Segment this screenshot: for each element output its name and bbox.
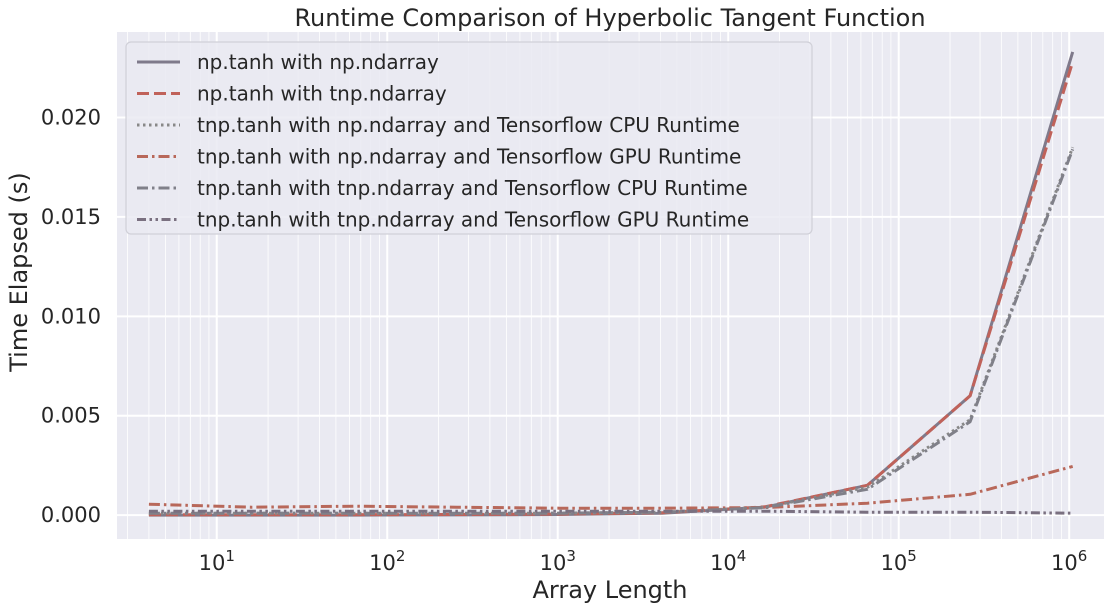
x-axis-ticks: 101 102 103 104 105 106 (199, 547, 1088, 575)
legend-label: tnp.tanh with tnp.ndarray and Tensorflow… (197, 208, 749, 232)
x-tick-base: 10 (881, 551, 908, 575)
series-lines (148, 51, 1075, 517)
y-tick-label: 0.000 (41, 503, 101, 527)
x-tick-base: 10 (710, 551, 737, 575)
x-tick-label: 105 (881, 547, 917, 575)
series-line-6 (148, 509, 1073, 515)
x-tick-label: 104 (710, 547, 746, 575)
y-tick-label: 0.020 (41, 105, 101, 129)
legend-label: np.tanh with np.ndarray (197, 50, 439, 74)
y-tick-label: 0.005 (41, 404, 101, 428)
y-axis-ticks: 0.000 0.005 0.010 0.015 0.020 (41, 105, 101, 527)
x-tick-label: 101 (199, 547, 235, 575)
legend-label: tnp.tanh with tnp.ndarray and Tensorflow… (197, 176, 748, 200)
legend-label: np.tanh with tnp.ndarray (197, 82, 447, 106)
x-tick-base: 10 (199, 551, 226, 575)
x-axis-label: Array Length (532, 576, 687, 604)
y-axis-label: Time Elapsed (s) (5, 172, 33, 373)
chart-title: Runtime Comparison of Hyperbolic Tangent… (294, 4, 925, 32)
y-tick-label: 0.010 (41, 304, 101, 328)
x-tick-exponent: 3 (566, 547, 576, 565)
x-tick-label: 106 (1051, 547, 1087, 575)
x-tick-exponent: 6 (1078, 547, 1088, 565)
x-tick-base: 10 (540, 551, 567, 575)
legend-label: tnp.tanh with np.ndarray and Tensorflow … (197, 113, 740, 137)
legend-label: tnp.tanh with np.ndarray and Tensorflow … (197, 145, 741, 169)
x-tick-exponent: 5 (907, 547, 917, 565)
x-tick-exponent: 4 (737, 547, 747, 565)
x-tick-label: 102 (369, 547, 405, 575)
x-tick-label: 103 (540, 547, 576, 575)
x-tick-base: 10 (369, 551, 396, 575)
y-tick-label: 0.015 (41, 205, 101, 229)
legend-box (125, 41, 813, 235)
x-tick-exponent: 1 (225, 547, 235, 565)
series-line-3 (148, 146, 1075, 515)
legend: np.tanh with np.ndarray np.tanh with tnp.… (125, 41, 813, 235)
series-line-4 (148, 464, 1074, 510)
x-tick-base: 10 (1051, 551, 1078, 575)
x-tick-exponent: 2 (396, 547, 406, 565)
